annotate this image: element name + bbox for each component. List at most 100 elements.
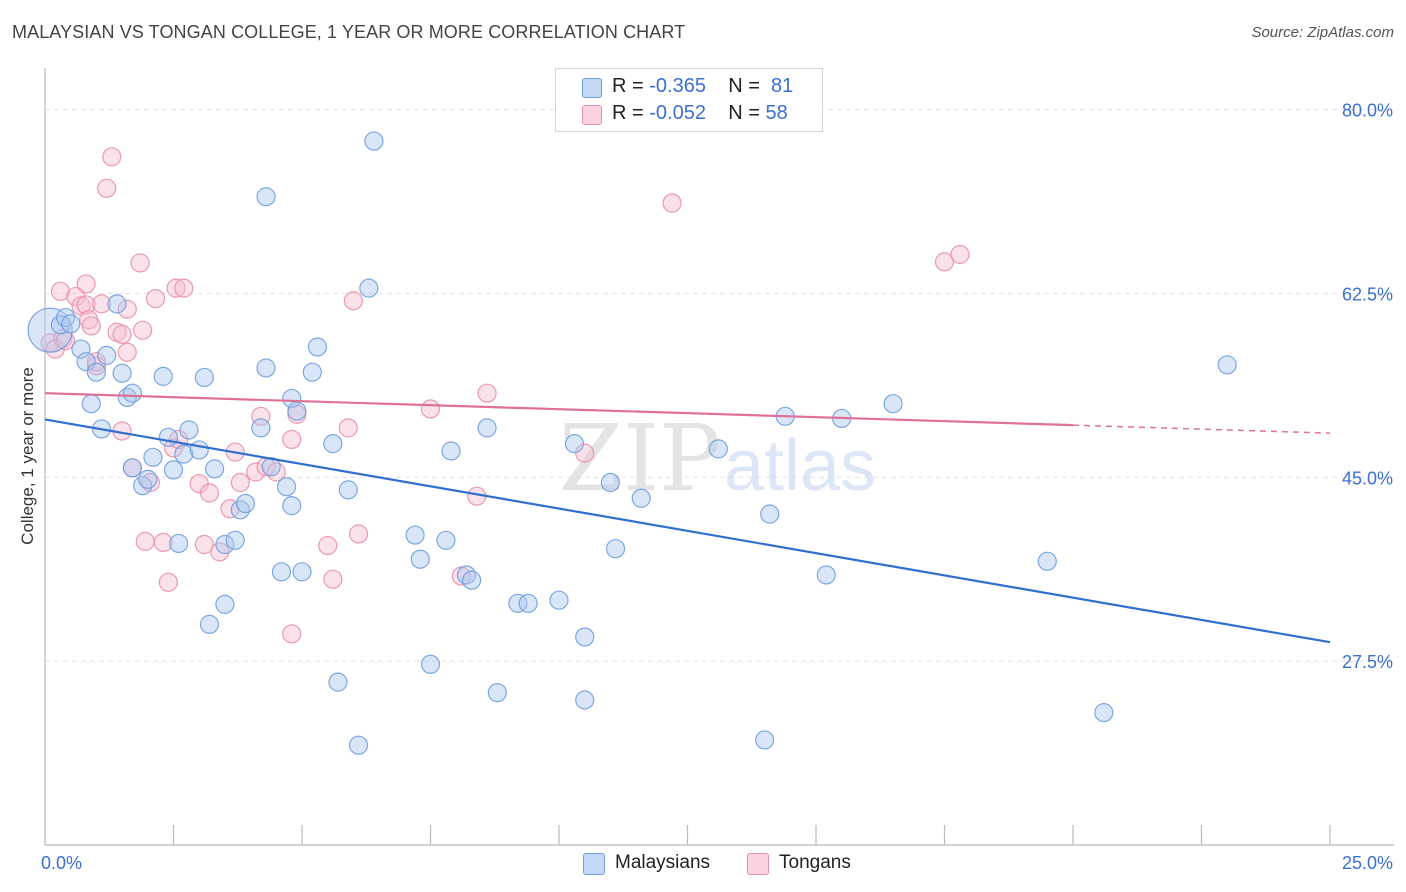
tongan-point [282, 429, 302, 450]
legend-n-label: N = [728, 75, 760, 97]
malaysian-point [564, 434, 585, 454]
tongan-point [133, 320, 153, 340]
malaysian-point [174, 444, 194, 464]
tongan-point [194, 534, 214, 555]
malaysians-legend-label: Malaysians [615, 852, 711, 873]
malaysian-point [1217, 355, 1237, 375]
legend-r-value: -0.052 [649, 102, 706, 124]
watermark-atlas: atlas [724, 426, 876, 506]
tongan-point [950, 244, 970, 265]
malaysian-point [81, 394, 101, 414]
malaysian-point [55, 307, 76, 328]
y-tick-label: 27.5% [1342, 652, 1393, 672]
tongan-point [102, 147, 122, 167]
malaysian-point [282, 388, 302, 409]
tongan-point [199, 483, 220, 503]
tongan-point [145, 289, 166, 309]
legend-r-value: -0.365 [649, 75, 706, 97]
tongan-point [158, 572, 178, 592]
malaysian-point [518, 593, 538, 613]
malaysian-point [97, 345, 117, 365]
malaysian-point [631, 488, 651, 508]
malaysian-point [153, 366, 173, 386]
malaysian-point [462, 570, 482, 590]
tongans-trend-extension [1072, 424, 1331, 434]
malaysian-point [189, 440, 209, 460]
malaysian-point [883, 394, 903, 414]
malaysian-point [760, 504, 780, 524]
malaysian-point [163, 460, 184, 480]
tongan-point [266, 462, 286, 482]
malaysian-point [215, 594, 235, 614]
tongan-point [934, 252, 955, 272]
malaysian-point [575, 690, 595, 710]
malaysian-point [133, 476, 153, 496]
correlation-legend: R = -0.365 N = 81 R = -0.052 N = 58 [555, 68, 823, 132]
y-tick-label: 62.5% [1342, 284, 1393, 304]
tongan-point [420, 399, 441, 419]
tongan-point [97, 178, 117, 198]
tongan-point [318, 535, 338, 556]
x-tick-label-max: 25.0% [1342, 853, 1393, 873]
tongan-point [477, 383, 497, 403]
source-label: Source: ZipAtlas.com [1251, 24, 1394, 41]
tongan-point [153, 532, 173, 553]
malaysian-point [508, 593, 528, 613]
tongan-point [117, 299, 137, 319]
malaysian-point [323, 434, 343, 454]
tongan-point [174, 278, 194, 298]
tongan-point [91, 294, 112, 314]
malaysian-point [225, 530, 245, 550]
malaysian-point [282, 496, 302, 516]
malaysian-point [199, 614, 220, 634]
malaysian-point [477, 418, 497, 438]
tongans-swatch [582, 105, 602, 125]
tongan-point [166, 278, 186, 298]
malaysian-point [107, 294, 127, 314]
malaysian-point [1094, 703, 1114, 723]
tongans-trend-line [44, 392, 1074, 427]
malaysian-point [112, 363, 132, 383]
malaysian-point [816, 565, 836, 585]
malaysian-point [179, 420, 199, 440]
legend-n-label: N = [728, 102, 760, 124]
legend-n-value: 81 [771, 75, 794, 97]
tongans-legend-label: Tongans [779, 852, 851, 873]
malaysian-point [256, 358, 276, 378]
tongan-point [348, 524, 369, 544]
malaysian-point [143, 447, 163, 467]
malaysian-point [230, 500, 250, 520]
malaysian-point [575, 627, 595, 647]
malaysian-point [436, 530, 456, 550]
malaysian-point [27, 307, 73, 353]
tongan-point [112, 324, 132, 344]
malaysian-point [194, 367, 214, 388]
tongan-point [86, 352, 107, 372]
tongan-point [86, 356, 107, 376]
malaysian-point [338, 480, 358, 500]
tongan-point [338, 418, 358, 438]
tongan-point [50, 281, 71, 301]
watermark-zip: ZIP [559, 405, 721, 512]
malaysian-point [600, 472, 621, 493]
malaysian-point [405, 525, 425, 545]
malaysian-point [256, 187, 276, 207]
malaysian-point [271, 562, 292, 582]
malaysian-point [158, 427, 178, 447]
y-tick-label: 45.0% [1342, 468, 1393, 488]
tongans-legend-swatch [747, 853, 769, 875]
tongan-point [246, 462, 266, 482]
malaysian-point [86, 362, 107, 382]
malaysian-point [138, 469, 158, 489]
tongan-point [76, 274, 96, 294]
malaysian-point [307, 337, 328, 357]
legend-n-value: 58 [765, 102, 788, 124]
tongan-point [323, 569, 343, 589]
malaysian-point [122, 458, 142, 478]
legend-r-label: R = [612, 102, 644, 124]
tongan-point [130, 253, 150, 273]
tongan-point [81, 316, 101, 336]
malaysian-point [410, 549, 430, 569]
malaysians-trend-line [44, 418, 1331, 644]
malaysian-point [251, 418, 271, 438]
